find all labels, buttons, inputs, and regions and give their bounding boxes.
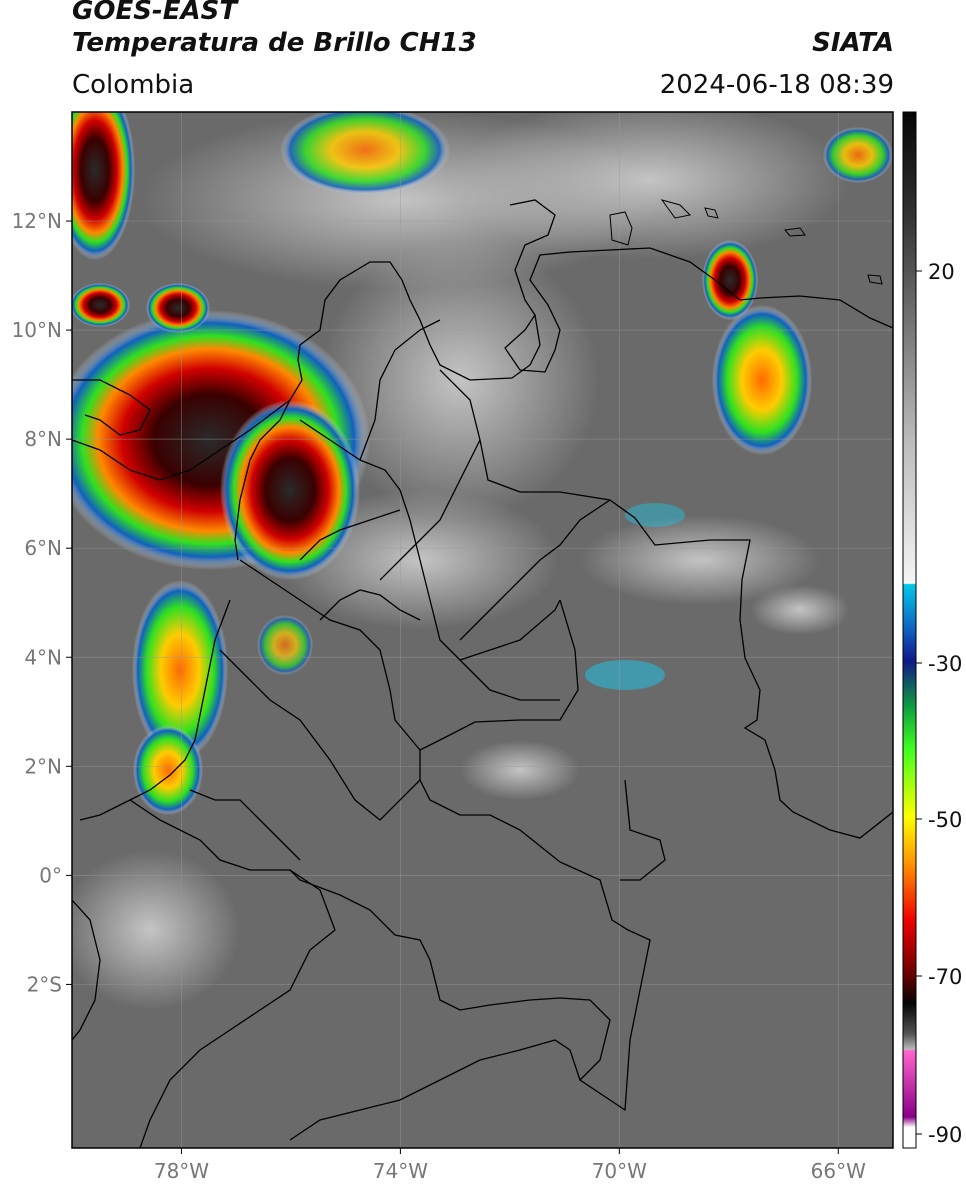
lon-tick-label: 78°W (154, 1159, 209, 1183)
colorbar-scale (902, 111, 917, 1149)
lon-axis: 78°W 74°W 70°W 66°W (154, 1148, 866, 1183)
venezuela-colombia-border (297, 261, 541, 381)
departments-4 (189, 789, 301, 861)
map-area (72, 112, 893, 1148)
colorbar-ticks: 20 -30 -50 -70 -90 (916, 260, 962, 1147)
lat-tick-label: 10°N (12, 318, 62, 342)
colombia-border (504, 199, 893, 373)
departments-1 (299, 419, 561, 661)
peru-ecuador-border (79, 799, 336, 1148)
colorbar-tick-label: -50 (928, 808, 962, 832)
departments-8 (620, 779, 666, 881)
lat-tick-label: 0° (39, 863, 62, 887)
colorbar: 20 -30 -50 -70 -90 (902, 111, 962, 1149)
datetime-label: 2024-06-18 08:39 (659, 70, 894, 100)
departments-11 (319, 589, 421, 621)
departments-6 (459, 659, 560, 701)
departments-5 (359, 319, 441, 461)
lat-tick-label: 4°N (24, 645, 62, 669)
departments-7 (379, 439, 481, 581)
coast-caribbean (234, 379, 303, 561)
colorbar-tick-label: 20 (928, 260, 955, 284)
departments-3 (219, 649, 421, 821)
lat-tick-label: 2°S (27, 972, 62, 996)
lat-tick-label: 6°N (24, 536, 62, 560)
colorbar-tick-label: -70 (928, 965, 962, 989)
coast-pacific (129, 599, 231, 801)
political-boundaries (72, 199, 893, 1148)
lat-axis: 12°N 10°N 8°N 6°N 4°N 2°N 0° 2°S (12, 209, 72, 996)
colorbar-tick-label: -30 (928, 652, 962, 676)
panama-coast (72, 399, 291, 481)
lat-tick-label: 8°N (24, 427, 62, 451)
departments-10 (299, 509, 401, 561)
brazil-colombia-border (289, 599, 651, 1112)
map-frame (71, 111, 894, 1149)
colombia-east-border (439, 369, 893, 839)
lat-tick-label: 12°N (12, 209, 62, 233)
lat-tick-label: 2°N (24, 754, 62, 778)
lon-tick-label: 70°W (592, 1159, 647, 1183)
ecuador-coast (72, 899, 101, 1041)
centralamerica-coast (72, 379, 151, 436)
region-label: Colombia (72, 70, 195, 100)
lon-tick-label: 66°W (811, 1159, 866, 1183)
graticule (72, 112, 893, 1148)
colorbar-tick-label: -90 (928, 1123, 962, 1147)
brand-label: SIATA (812, 28, 894, 58)
product-subtitle: Temperatura de Brillo CH13 (72, 28, 477, 58)
departments-9 (459, 499, 611, 641)
product-title: GOES-EAST (72, 0, 238, 26)
islands (609, 199, 883, 285)
convective-cells (72, 112, 893, 815)
lon-tick-label: 74°W (373, 1159, 428, 1183)
brazil-peru-border (289, 1039, 581, 1141)
departments-2 (239, 559, 421, 751)
